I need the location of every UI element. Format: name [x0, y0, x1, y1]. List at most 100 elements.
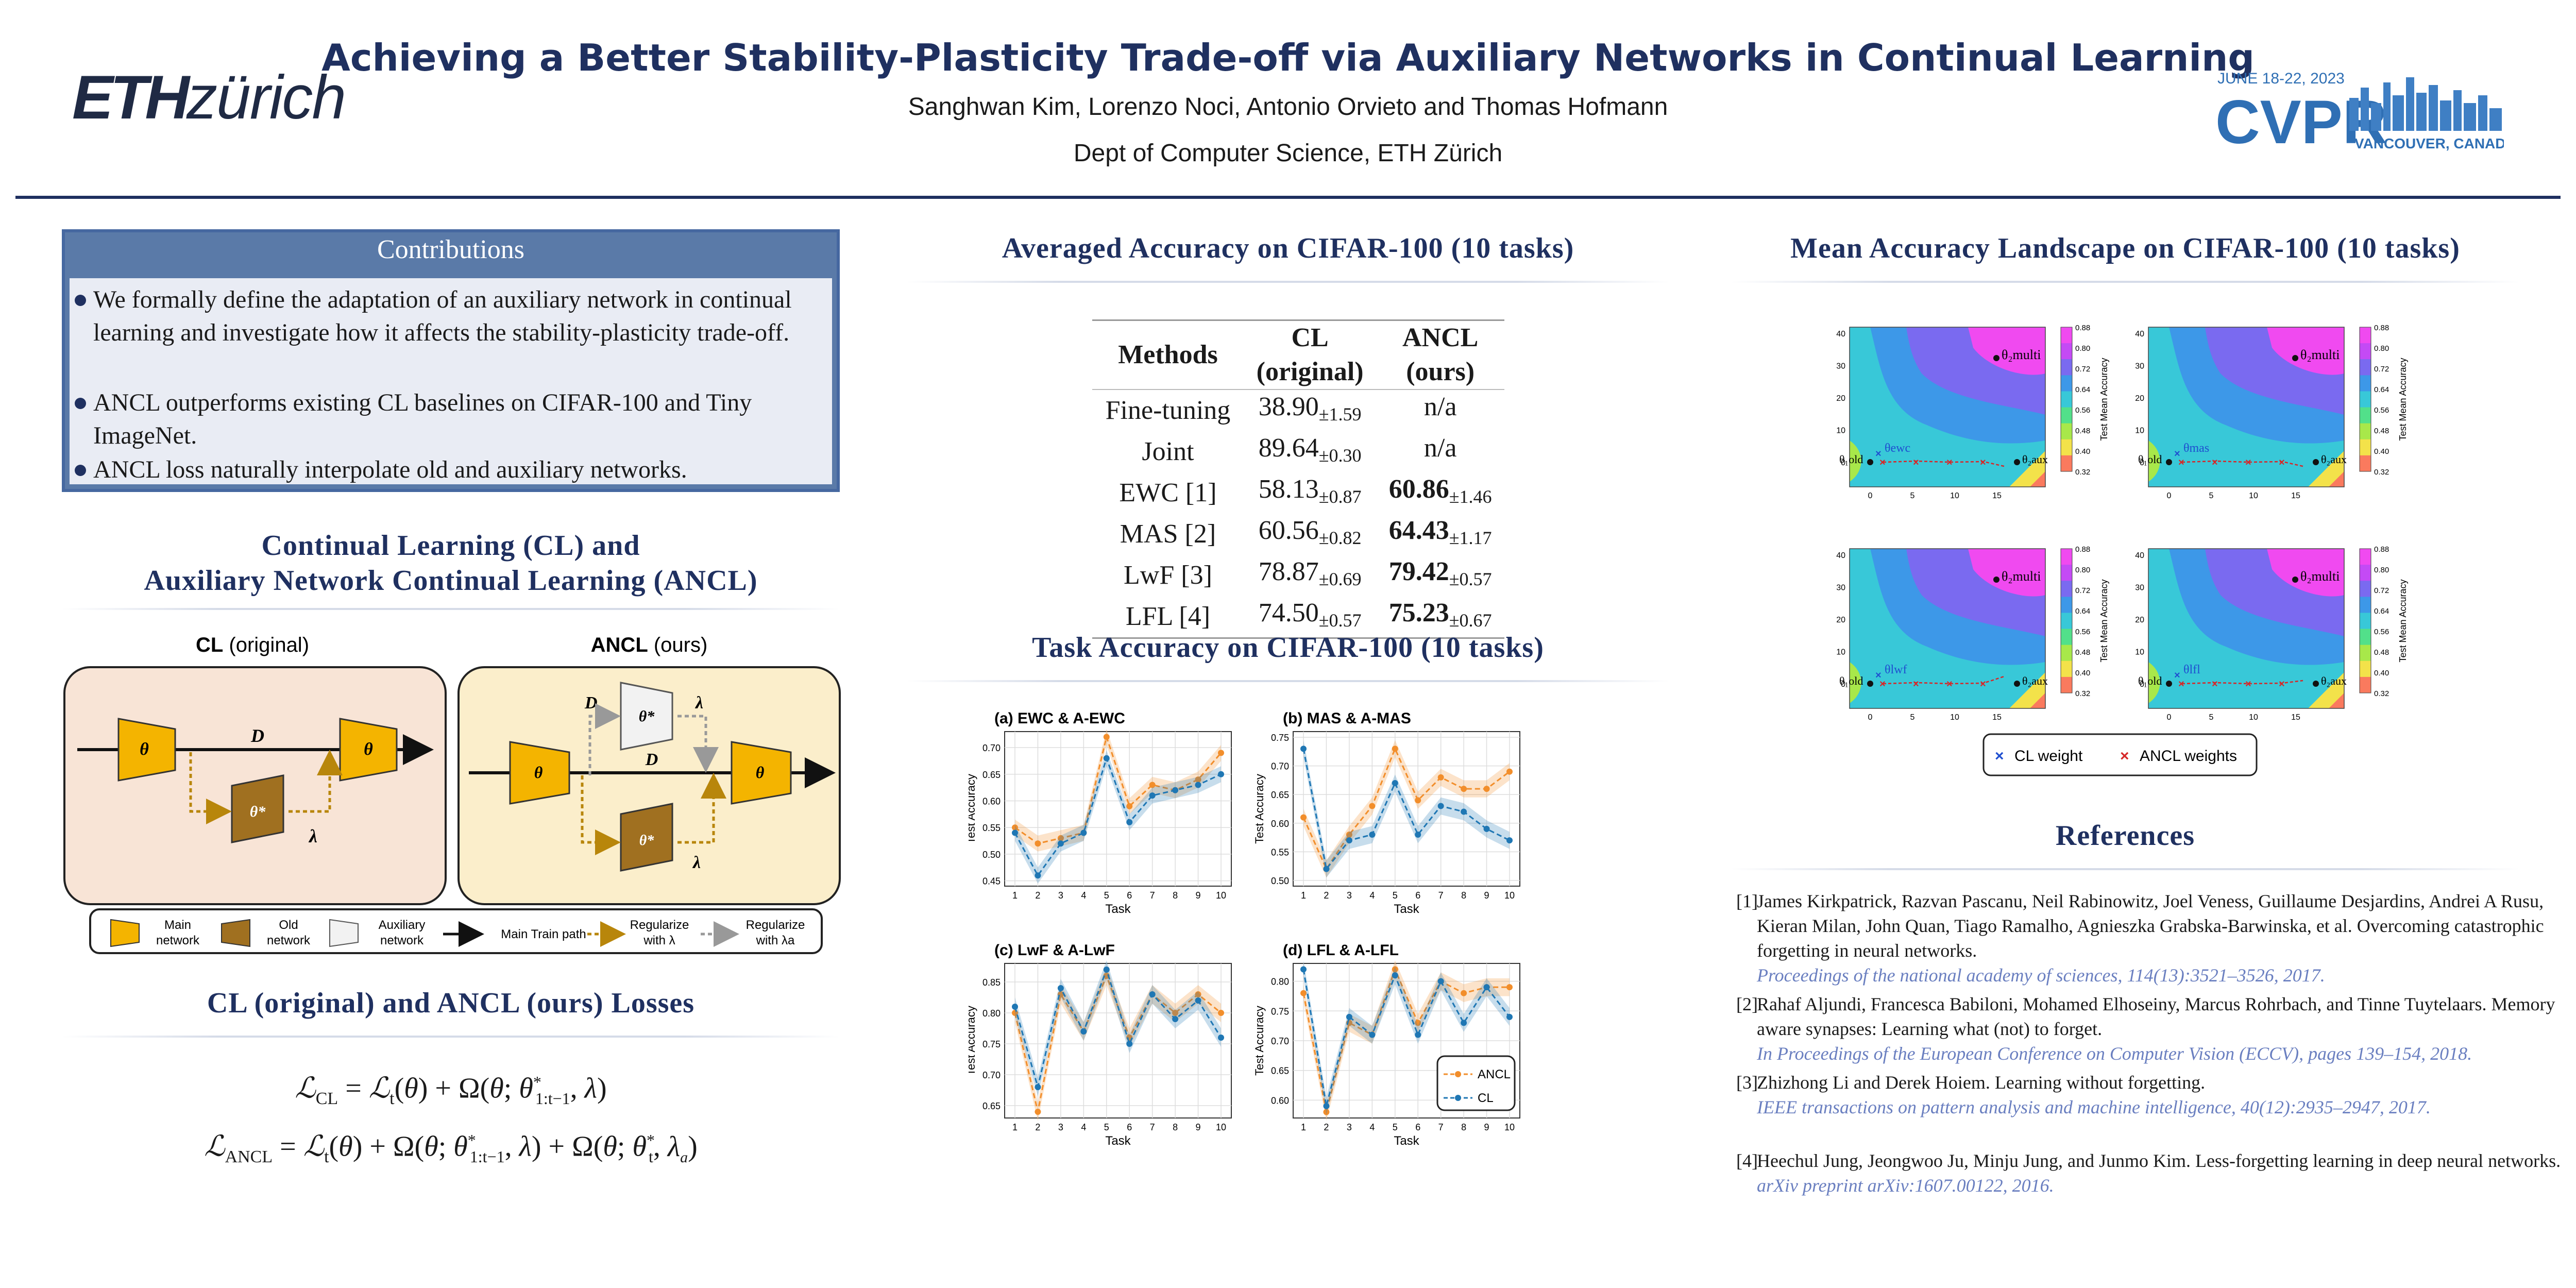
colorbar-tick: 0.56 — [2075, 628, 2090, 636]
reference-link[interactable]: arXiv preprint arXiv:1607.00122, 2016. — [1757, 1175, 2054, 1196]
y-tick-label: 0.80 — [1271, 977, 1289, 987]
main-network-icon — [117, 718, 176, 782]
ancl-weight-marker: × — [1879, 457, 1886, 468]
y-tick-label: 0 — [1841, 680, 1845, 689]
data-point — [1035, 840, 1041, 847]
y-tick-label: 40 — [2135, 330, 2144, 338]
y-tick-label: 30 — [2135, 584, 2144, 592]
old-network-icon — [231, 774, 284, 843]
table-row: MAS [2] 60.56±0.82 64.43±1.17 — [1120, 516, 1492, 549]
col-ancl: ANCL (ours) — [1402, 323, 1479, 386]
x-tick-label: 10 — [2249, 713, 2258, 722]
data-point — [1392, 780, 1398, 786]
aux-point — [2313, 459, 2319, 465]
contour-band — [2009, 672, 2045, 708]
cvpr-place: VANCOUVER, CANADA — [2354, 135, 2504, 151]
colorbar-tick: 0.88 — [2075, 324, 2090, 332]
colorbar-frame — [2359, 327, 2371, 472]
contour-band — [2308, 451, 2344, 487]
data-point — [1483, 825, 1490, 832]
plot-frame — [2148, 548, 2345, 709]
method-tag: θmas — [2183, 442, 2209, 455]
data-point — [1218, 1035, 1224, 1041]
colorbar-tick: 0.32 — [2075, 689, 2090, 698]
svg-text:λ: λ — [308, 826, 317, 846]
reference-link[interactable]: IEEE transactions on pattern analysis an… — [1757, 1097, 2431, 1117]
x-tick-label: 1 — [1301, 890, 1306, 901]
colorbar-tick: 0.80 — [2374, 566, 2389, 574]
data-point — [1080, 1028, 1087, 1035]
reference-link[interactable]: In Proceedings of the European Conferenc… — [1757, 1043, 2472, 1064]
colorbar-segment — [2061, 597, 2072, 613]
colorbar-tick: 0.72 — [2075, 365, 2090, 374]
data-point — [1035, 1109, 1041, 1115]
y-tick-label: 30 — [2135, 362, 2144, 371]
x-tick-label: 9 — [1196, 890, 1201, 901]
colorbar-segment — [2061, 629, 2072, 646]
x-axis-label: Task — [1394, 902, 1419, 916]
svg-text:Regularize: Regularize — [746, 918, 805, 932]
colorbar-frame — [2060, 327, 2073, 472]
x-tick-label: 2 — [1324, 890, 1329, 901]
x-tick-label: 4 — [1081, 890, 1086, 901]
colorbar-label: Test Mean Accuracy — [2398, 358, 2408, 440]
multi-point — [2292, 577, 2298, 583]
old-point — [1867, 459, 1873, 465]
y-tick-label: 0.60 — [1271, 819, 1289, 829]
section-rule — [907, 680, 1669, 682]
y-tick-label: 20 — [1836, 394, 1845, 403]
svg-text:Main: Main — [164, 918, 191, 932]
y-tick-label: 0.65 — [1271, 790, 1289, 800]
x-tick-label: 3 — [1347, 890, 1352, 901]
colorbar-label: Test Mean Accuracy — [2398, 579, 2408, 662]
colorbar-segment — [2061, 343, 2072, 360]
y-axis-label: Test Accuracy — [969, 774, 977, 844]
chart-title: (d) LFL & A-LFL — [1283, 942, 1399, 959]
x-tick-label: 15 — [2291, 713, 2300, 722]
x-tick-label: 9 — [1196, 1122, 1201, 1132]
colorbar-frame — [2060, 548, 2073, 693]
colorbar-tick: 0.88 — [2374, 324, 2389, 332]
x-tick-label: 1 — [1012, 890, 1018, 901]
aux-label: θ₂aux — [2022, 674, 2048, 687]
contour-band — [2009, 451, 2045, 487]
colorbar-segment — [2061, 565, 2072, 581]
x-tick-label: 5 — [1104, 890, 1109, 901]
aux-point — [2014, 681, 2020, 687]
x-tick-label: 0 — [2167, 713, 2172, 722]
data-point — [1149, 792, 1156, 799]
method-tag: θlwf — [1885, 663, 1907, 676]
colorbar-tick: 0.88 — [2374, 545, 2389, 554]
x-tick-label: 6 — [1127, 890, 1132, 901]
contour-band — [2308, 672, 2344, 708]
ancl-weight-marker: × — [1913, 679, 1919, 690]
ancl-weights-path — [1883, 460, 2005, 467]
x-tick-label: 1 — [1012, 1122, 1018, 1132]
contour-band — [2329, 471, 2344, 487]
data-point — [1103, 734, 1110, 740]
ancl-weight-marker: × — [2245, 679, 2251, 690]
colorbar-tick: 0.64 — [2374, 607, 2389, 616]
y-tick-label: 10 — [1836, 427, 1845, 435]
colorbar-tick: 0.72 — [2374, 365, 2389, 374]
ancl-panel — [457, 666, 841, 905]
contour-band — [2148, 662, 2160, 703]
old-network-icon — [620, 803, 673, 872]
y-tick-label: 0.75 — [982, 1039, 1001, 1049]
legend-label: ANCL — [1478, 1067, 1511, 1081]
legend-label: CL — [1478, 1091, 1494, 1105]
section-rule — [62, 1036, 840, 1038]
svg-text:Main Train path: Main Train path — [501, 927, 586, 941]
table-section-title: Averaged Accuracy on CIFAR-100 (10 tasks… — [1002, 232, 1574, 264]
data-point — [1369, 832, 1376, 838]
colorbar-tick: 0.88 — [2075, 545, 2090, 554]
y-tick-label: 0.50 — [982, 850, 1001, 860]
reference-link[interactable]: Proceedings of the national academy of s… — [1757, 965, 2325, 986]
series-line — [1014, 967, 1222, 1088]
ancl-weight-icon: × — [2120, 748, 2129, 765]
colorbar-tick: 0.40 — [2075, 447, 2090, 456]
data-point — [1012, 1004, 1018, 1010]
colorbar-label: Test Mean Accuracy — [2099, 579, 2109, 662]
x-tick-label: 6 — [1415, 890, 1420, 901]
